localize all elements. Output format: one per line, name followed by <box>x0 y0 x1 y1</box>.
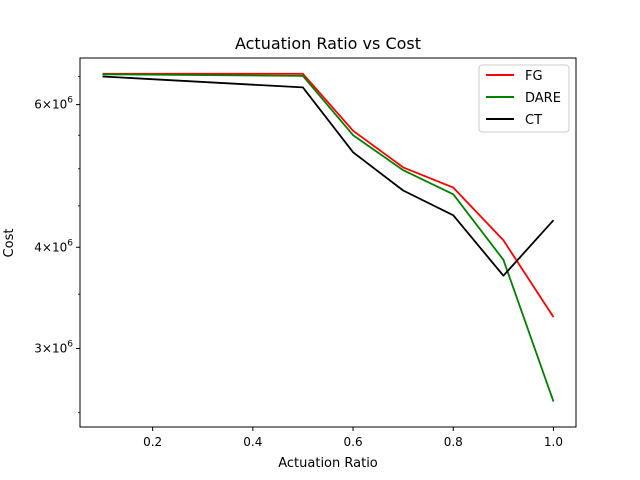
x-tick-label: 0.6 <box>344 435 363 449</box>
legend-label-fg: FG <box>525 69 543 84</box>
x-axis-label: Actuation Ratio <box>278 456 378 471</box>
y-tick-label: 4×106 <box>34 238 73 254</box>
x-axis-ticks: 0.2 0.4 0.6 0.8 1.0 <box>143 427 563 449</box>
legend: FG DARE CT <box>478 64 570 133</box>
legend-box <box>478 64 570 133</box>
plot-frame <box>79 57 577 428</box>
series-line-dare <box>102 73 555 402</box>
legend-label-dare: DARE <box>525 91 561 106</box>
legend-label-ct: CT <box>525 113 542 128</box>
x-tick-label: 0.8 <box>444 435 463 449</box>
y-tick-label: 3×106 <box>34 339 73 355</box>
x-tick-label: 0.2 <box>143 435 162 449</box>
x-tick-label: 1.0 <box>544 435 563 449</box>
series-layer <box>102 72 555 402</box>
series-line-ct <box>102 75 555 277</box>
series-line-fg <box>102 72 555 318</box>
y-axis-label: Cost <box>2 229 17 258</box>
y-tick-label: 6×106 <box>34 96 73 112</box>
chart-title: Actuation Ratio vs Cost <box>235 34 421 53</box>
y-axis-ticks: 3×106 4×106 6×106 <box>34 76 80 414</box>
x-tick-label: 0.4 <box>243 435 262 449</box>
